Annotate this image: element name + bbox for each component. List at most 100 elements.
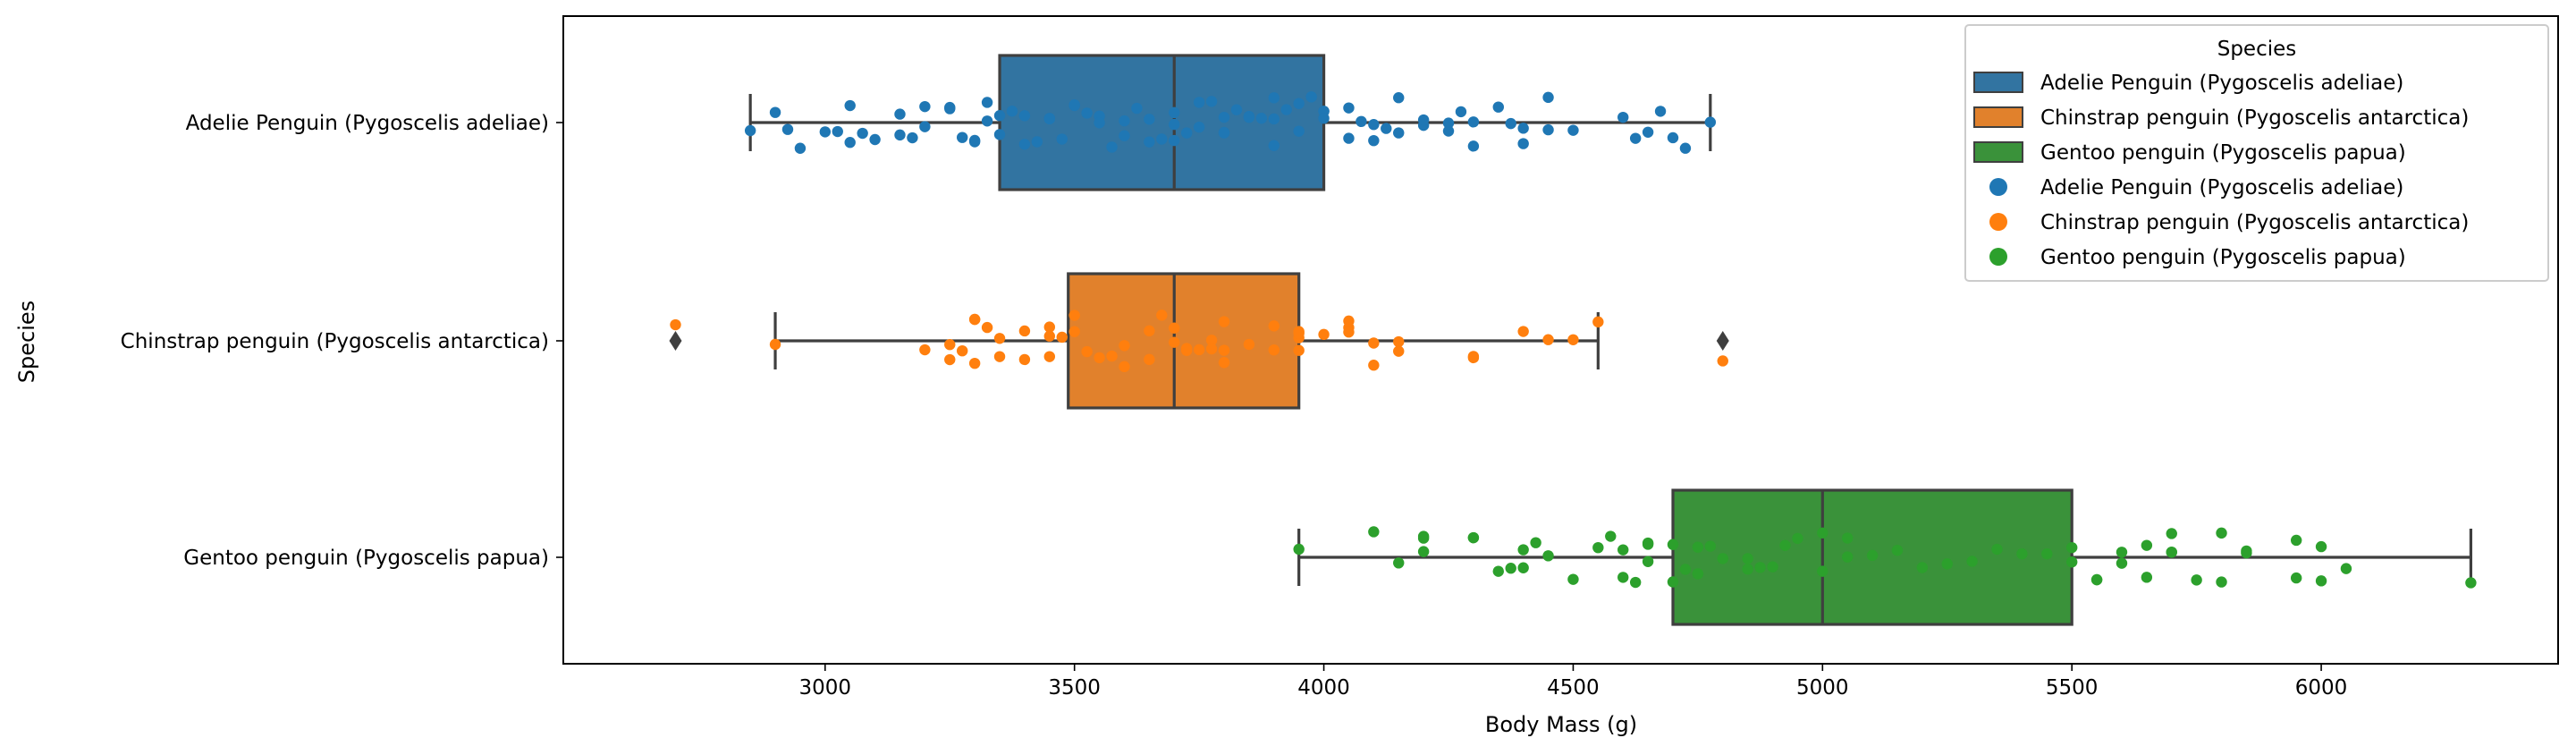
y-axis-label: Species: [14, 301, 39, 383]
legend-patch: [1973, 72, 2023, 93]
strip-point: [1169, 134, 1180, 147]
strip-point: [1417, 546, 1430, 557]
strip-point: [1343, 315, 1355, 327]
strip-point: [1293, 327, 1305, 339]
strip-point: [1293, 125, 1305, 137]
strip-point: [1517, 544, 1529, 556]
legend-marker: [1989, 248, 2007, 266]
strip-point: [1043, 351, 1056, 362]
strip-point: [1704, 116, 1717, 128]
strip-point: [1119, 361, 1130, 373]
strip-point: [1081, 345, 1093, 358]
strip-point: [1567, 573, 1579, 585]
strip-point: [769, 338, 781, 351]
strip-point: [1692, 568, 1704, 580]
y-tick-label: Gentoo penguin (Pygoscelis papua): [183, 547, 549, 570]
strip-point: [1193, 97, 1205, 108]
strip-point: [1966, 556, 1978, 567]
strip-point: [993, 351, 1006, 362]
strip-point: [2166, 546, 2177, 558]
strip-point: [993, 110, 1006, 122]
strip-point: [1131, 102, 1143, 115]
strip-point: [1243, 112, 1255, 123]
strip-point: [1617, 111, 1629, 123]
strip-point: [1467, 140, 1480, 152]
strip-point: [1268, 113, 1280, 125]
strip-point: [1704, 540, 1717, 552]
strip-point: [1517, 123, 1529, 134]
strip-point: [1417, 114, 1430, 126]
strip-point: [1293, 543, 1305, 556]
strip-point: [1679, 142, 1692, 154]
strip-point: [1368, 134, 1380, 147]
strip-point: [1268, 92, 1280, 104]
strip-point: [1667, 539, 1679, 550]
strip-point: [1368, 337, 1380, 349]
strip-point: [1056, 133, 1068, 145]
strip-point: [1467, 351, 1480, 362]
strip-point: [1180, 127, 1193, 139]
strip-point: [1381, 123, 1392, 134]
strip-point: [2065, 556, 2078, 568]
strip-point: [1144, 136, 1155, 148]
y-tick-label: Adelie Penguin (Pygoscelis adeliae): [186, 112, 549, 135]
legend-patch: [1973, 106, 2023, 128]
strip-point: [1280, 104, 1292, 115]
strip-point: [2090, 573, 2103, 586]
x-tick-label: 3500: [1048, 676, 1101, 700]
strip-point: [1043, 330, 1056, 342]
strip-point: [894, 129, 906, 141]
x-tick-label: 4000: [1297, 676, 1350, 700]
strip-point: [1368, 119, 1380, 131]
strip-point: [1018, 325, 1031, 337]
strip-point: [1119, 130, 1130, 141]
strip-point: [957, 131, 968, 143]
strip-point: [1467, 116, 1480, 128]
strip-points-layer: [670, 91, 2477, 589]
strip-point: [2116, 557, 2128, 569]
strip-point: [1119, 340, 1130, 352]
strip-point: [1031, 136, 1043, 148]
legend-label: Adelie Penguin (Pygoscelis adeliae): [2040, 72, 2403, 95]
strip-point: [819, 126, 832, 138]
strip-point: [1156, 133, 1168, 145]
strip-point: [1068, 310, 1080, 321]
strip-point: [1218, 344, 1230, 356]
strip-point: [1068, 98, 1080, 111]
legend-label: Gentoo penguin (Pygoscelis papua): [2040, 141, 2406, 165]
strip-point: [781, 123, 794, 135]
plot-frame: [562, 15, 2559, 665]
strip-point: [1679, 564, 1692, 575]
strip-point: [769, 106, 781, 118]
strip-point: [1230, 104, 1243, 115]
strip-point: [1393, 335, 1405, 348]
strip-point: [968, 134, 981, 147]
strip-point: [1180, 344, 1193, 356]
strip-point: [907, 131, 918, 144]
strip-point: [1492, 101, 1504, 113]
legend-frame: [1964, 24, 2549, 282]
strip-point: [1343, 102, 1355, 114]
strip-point: [1268, 344, 1280, 356]
outlier-marker: [669, 331, 682, 351]
strip-point: [1567, 334, 1579, 345]
strip-point: [2141, 539, 2153, 551]
strip-point: [1517, 562, 1529, 573]
plot-area: 3000 3500 4000 4500 5000 5500 6000 Adelie Pengu…: [121, 15, 2559, 700]
strip-point: [844, 137, 856, 148]
strip-point: [2290, 534, 2302, 547]
strip-point: [2241, 545, 2252, 557]
strip-point: [670, 318, 681, 331]
strip-point: [1268, 140, 1280, 151]
strip-point: [1305, 91, 1317, 103]
strip-point: [744, 124, 756, 137]
strip-point: [1043, 113, 1056, 125]
strip-point: [2340, 563, 2352, 574]
strip-point: [894, 108, 906, 120]
strip-point: [1542, 550, 1554, 562]
strip-point: [1742, 553, 1753, 564]
strip-point: [1991, 543, 2003, 556]
strip-point: [2065, 541, 2078, 554]
strip-point: [1941, 558, 1953, 570]
strip-point: [1006, 106, 1018, 117]
